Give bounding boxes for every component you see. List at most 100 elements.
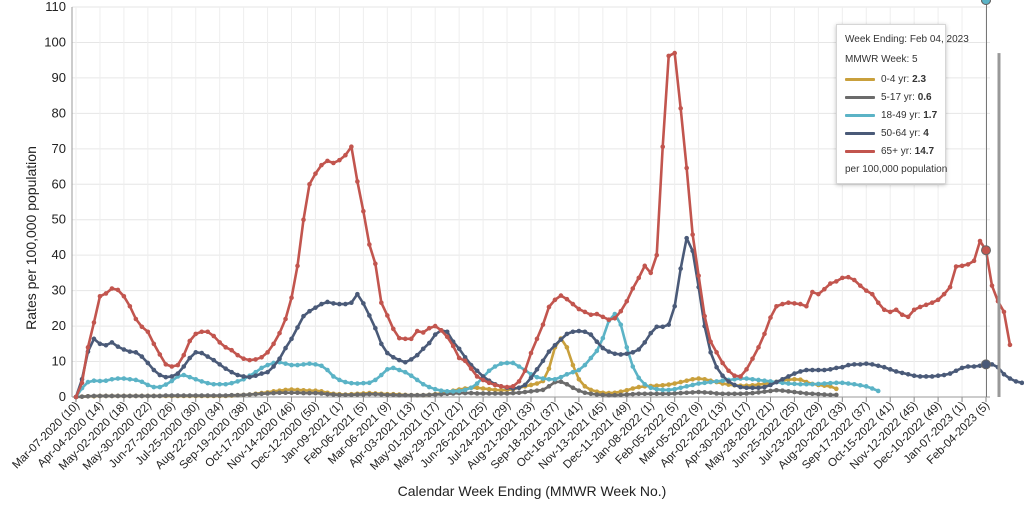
data-point[interactable] [816,367,821,373]
data-point[interactable] [139,393,145,399]
data-point[interactable] [187,393,193,398]
data-point[interactable] [840,275,845,281]
data-point[interactable] [349,392,354,398]
data-point[interactable] [492,387,498,393]
data-point[interactable] [606,317,612,323]
data-point[interactable] [307,361,312,366]
data-point[interactable] [792,376,797,382]
data-point[interactable] [618,308,624,314]
data-point[interactable] [822,286,827,292]
data-point[interactable] [534,336,540,342]
data-point[interactable] [217,340,222,345]
data-point[interactable] [923,302,929,308]
data-point[interactable] [606,392,612,398]
data-point[interactable] [468,390,474,396]
data-point[interactable] [624,345,630,350]
data-point[interactable] [684,378,689,383]
data-point[interactable] [672,386,677,392]
data-point[interactable] [343,379,348,385]
data-point[interactable] [750,356,755,362]
data-point[interactable] [361,301,366,306]
data-point[interactable] [678,106,683,111]
data-point[interactable] [666,391,671,397]
data-point[interactable] [133,393,139,399]
data-point[interactable] [319,162,324,168]
data-point[interactable] [391,392,396,398]
data-point[interactable] [810,289,815,295]
data-point[interactable] [690,390,695,395]
data-point[interactable] [612,392,618,398]
data-point[interactable] [181,364,187,369]
data-point[interactable] [319,391,324,396]
data-point[interactable] [402,369,408,375]
data-point[interactable] [953,368,959,374]
data-point[interactable] [205,380,211,386]
data-point[interactable] [630,364,636,369]
data-point[interactable] [253,391,258,397]
data-point[interactable] [373,261,378,266]
data-point[interactable] [678,385,683,391]
data-point[interactable] [582,390,588,396]
data-point[interactable] [91,320,97,325]
data-point[interactable] [283,361,288,366]
data-point[interactable] [307,308,312,314]
data-point[interactable] [277,390,282,396]
data-point[interactable] [361,380,366,386]
data-point[interactable] [151,393,157,399]
data-point[interactable] [846,381,851,386]
data-point[interactable] [738,374,743,379]
data-point[interactable] [91,378,97,383]
data-point[interactable] [738,391,743,397]
data-point[interactable] [881,307,887,313]
data-point[interactable] [863,361,869,366]
data-point[interactable] [828,281,833,286]
data-point[interactable] [474,374,480,379]
data-point[interactable] [630,286,636,291]
data-point[interactable] [648,391,654,397]
data-point[interactable] [456,388,462,394]
data-point[interactable] [181,372,187,378]
data-point[interactable] [917,374,923,379]
data-point[interactable] [115,344,121,349]
data-point[interactable] [540,376,546,381]
data-point[interactable] [720,378,725,383]
data-point[interactable] [612,351,618,357]
data-point[interactable] [774,379,779,385]
data-point[interactable] [576,306,582,312]
data-point[interactable] [480,374,486,379]
data-point[interactable] [391,326,396,332]
data-point[interactable] [504,391,510,396]
data-point[interactable] [486,391,492,396]
data-point[interactable] [211,381,216,387]
data-point[interactable] [720,373,725,379]
data-point[interactable] [408,336,414,342]
data-point[interactable] [750,376,755,382]
data-point[interactable] [217,381,222,387]
data-point[interactable] [720,391,725,397]
data-point[interactable] [199,379,205,384]
data-point[interactable] [516,379,522,384]
data-point[interactable] [396,392,402,398]
data-point[interactable] [367,391,372,397]
data-point[interactable] [822,381,827,386]
data-point[interactable] [923,374,929,379]
data-point[interactable] [450,389,456,394]
data-point[interactable] [654,391,660,397]
data-point[interactable] [373,325,378,331]
data-point[interactable] [301,217,306,223]
data-point[interactable] [109,340,115,345]
data-point[interactable] [780,301,785,307]
data-point[interactable] [558,293,564,298]
data-point[interactable] [570,301,576,307]
data-point[interactable] [786,381,791,386]
data-point[interactable] [953,264,959,269]
data-point[interactable] [109,376,115,382]
data-point[interactable] [804,367,809,373]
data-point[interactable] [678,379,683,385]
data-point[interactable] [714,379,719,384]
data-point[interactable] [810,381,815,387]
data-point[interactable] [714,364,719,370]
data-point[interactable] [522,389,528,395]
data-point[interactable] [516,364,522,369]
data-point[interactable] [834,386,839,392]
